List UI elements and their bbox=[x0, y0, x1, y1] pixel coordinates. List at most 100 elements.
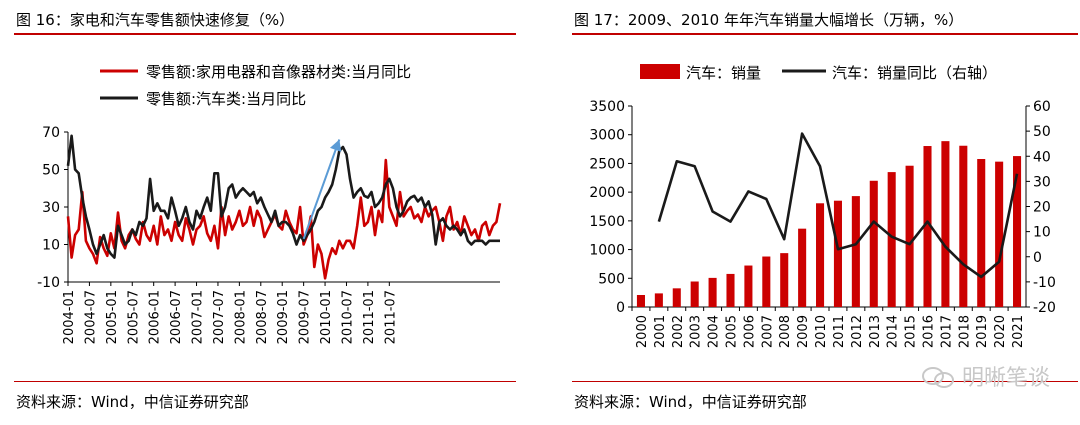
left-source-rule bbox=[14, 381, 516, 382]
wechat-icon bbox=[921, 365, 956, 388]
bar bbox=[708, 277, 717, 307]
y-tick-label: 1000 bbox=[589, 243, 625, 259]
y-tick-label: -10 bbox=[37, 275, 60, 291]
x-tick-label: 2021 bbox=[1011, 315, 1026, 348]
bar bbox=[780, 253, 789, 307]
x-tick-label: 2009-07 bbox=[298, 290, 313, 344]
x-tick-label: 2016 bbox=[922, 315, 937, 348]
x-tick-label: 2002 bbox=[671, 315, 686, 348]
x-tick-label: 2012 bbox=[850, 315, 865, 348]
bar bbox=[762, 256, 771, 307]
bar bbox=[816, 203, 825, 307]
bar bbox=[905, 165, 914, 307]
left-figure: 图 16：家电和汽车零售额快速修复（%） -10 10 30 50 70 2004-01 2… bbox=[0, 0, 530, 425]
x-tick-label: 2009 bbox=[796, 315, 811, 348]
bar bbox=[833, 200, 842, 307]
x-tick-label: 2005 bbox=[725, 315, 740, 348]
x-tick-label: 2007-07 bbox=[212, 290, 227, 344]
bar bbox=[744, 265, 753, 307]
y2-tick-label: 50 bbox=[1033, 124, 1051, 140]
x-tick-label: 2006-07 bbox=[169, 290, 184, 344]
y2-tick-label: -10 bbox=[1033, 275, 1056, 291]
right-source: 资料来源：Wind，中信证券研究部 bbox=[574, 393, 807, 411]
x-tick-label: 2009-01 bbox=[276, 290, 291, 344]
right-source-rule bbox=[572, 381, 1078, 382]
bar bbox=[1013, 156, 1022, 307]
x-tick-label: 2019 bbox=[975, 315, 990, 348]
right-figure: 图 17：2009、2010 年年汽车销量大幅增长（万辆，%） 0 500 1000… bbox=[560, 0, 1080, 425]
y-tick-label: 70 bbox=[42, 125, 60, 141]
x-tick-label: 2004 bbox=[707, 315, 722, 348]
x-tick-label: 2000 bbox=[635, 315, 650, 348]
right-title-rule bbox=[572, 33, 1078, 35]
y2-tick-label: 60 bbox=[1033, 99, 1051, 115]
legend-label: 零售额:汽车类:当月同比 bbox=[146, 90, 306, 108]
legend-label: 零售额:家用电器和音像器材类:当月同比 bbox=[146, 63, 411, 81]
x-tick-label: 2011 bbox=[832, 315, 847, 348]
bar bbox=[959, 145, 968, 307]
y-tick-label: 3000 bbox=[589, 128, 625, 144]
y-tick-label: 2500 bbox=[589, 156, 625, 172]
x-tick-label: 2008 bbox=[778, 315, 793, 348]
y-tick-label: 0 bbox=[616, 300, 625, 316]
series-line-yoy bbox=[657, 132, 1019, 279]
bar bbox=[851, 196, 860, 307]
y2-tick-label: 30 bbox=[1033, 174, 1051, 190]
y-tick-label: 50 bbox=[42, 163, 60, 179]
y2-tick-label: -20 bbox=[1033, 300, 1056, 316]
bar bbox=[726, 273, 735, 307]
bar bbox=[869, 180, 878, 307]
y-tick-label: 2000 bbox=[589, 185, 625, 201]
left-source: 资料来源：Wind，中信证券研究部 bbox=[16, 393, 249, 411]
x-tick-label: 2017 bbox=[939, 315, 954, 348]
trend-arrow-shaft bbox=[302, 139, 341, 240]
x-tick-label: 2010-01 bbox=[319, 290, 334, 344]
bar bbox=[690, 281, 699, 307]
left-title-rule bbox=[14, 33, 516, 35]
bar bbox=[941, 141, 950, 307]
series-line-autos bbox=[66, 134, 500, 259]
x-tick-label: 2006 bbox=[742, 315, 757, 348]
bar bbox=[995, 161, 1004, 307]
legend-label: 汽车：销量 bbox=[686, 64, 761, 82]
left-chart: -10 10 30 50 70 2004-01 2004-07 2005-01 2005-07 2… bbox=[37, 63, 502, 344]
y-tick-label: 10 bbox=[42, 238, 60, 254]
watermark: 明晰笔谈 bbox=[921, 360, 1050, 392]
y-tick-label: 3500 bbox=[589, 99, 625, 115]
x-tick-label: 2005-07 bbox=[126, 290, 141, 344]
x-tick-label: 2004-01 bbox=[62, 290, 77, 344]
bar bbox=[798, 228, 807, 307]
bar bbox=[923, 146, 932, 307]
trend-arrow-head bbox=[329, 139, 342, 152]
y-tick-label: 1500 bbox=[589, 214, 625, 230]
x-tick-label: 2007-01 bbox=[191, 290, 206, 344]
x-tick-label: 2008-01 bbox=[233, 290, 248, 344]
x-tick-label: 2008-07 bbox=[255, 290, 270, 344]
x-tick-label: 2001 bbox=[653, 315, 668, 348]
x-tick-label: 2020 bbox=[993, 315, 1008, 348]
bar bbox=[672, 288, 681, 307]
bar bbox=[654, 293, 663, 307]
y2-tick-label: 40 bbox=[1033, 149, 1051, 165]
x-tick-label: 2014 bbox=[886, 315, 901, 348]
y2-tick-label: 10 bbox=[1033, 225, 1051, 241]
x-tick-label: 2006-01 bbox=[148, 290, 163, 344]
right-chart: 0 500 1000 1500 2000 2500 3000 3500 -20 -10 0 10 20 3… bbox=[589, 64, 1056, 348]
watermark-text: 明晰笔谈 bbox=[961, 366, 1050, 391]
x-tick-label: 2010-07 bbox=[340, 290, 355, 344]
y-tick-label: 500 bbox=[598, 271, 625, 287]
bar bbox=[636, 294, 645, 307]
x-tick-label: 2003 bbox=[689, 315, 704, 348]
x-tick-label: 2004-07 bbox=[83, 290, 98, 344]
y2-tick-label: 0 bbox=[1033, 250, 1042, 266]
y-tick-label: 30 bbox=[42, 200, 60, 216]
y2-tick-label: 20 bbox=[1033, 200, 1051, 216]
x-tick-label: 2018 bbox=[957, 315, 972, 348]
x-tick-label: 2011-07 bbox=[383, 290, 398, 344]
right-figure-title: 图 17：2009、2010 年年汽车销量大幅增长（万辆，%） bbox=[574, 11, 964, 29]
bar bbox=[977, 159, 986, 307]
legend-swatch-bar bbox=[640, 64, 680, 79]
x-tick-label: 2015 bbox=[904, 315, 919, 348]
x-tick-label: 2013 bbox=[868, 315, 883, 348]
legend-label: 汽车：销量同比（右轴） bbox=[832, 64, 997, 82]
